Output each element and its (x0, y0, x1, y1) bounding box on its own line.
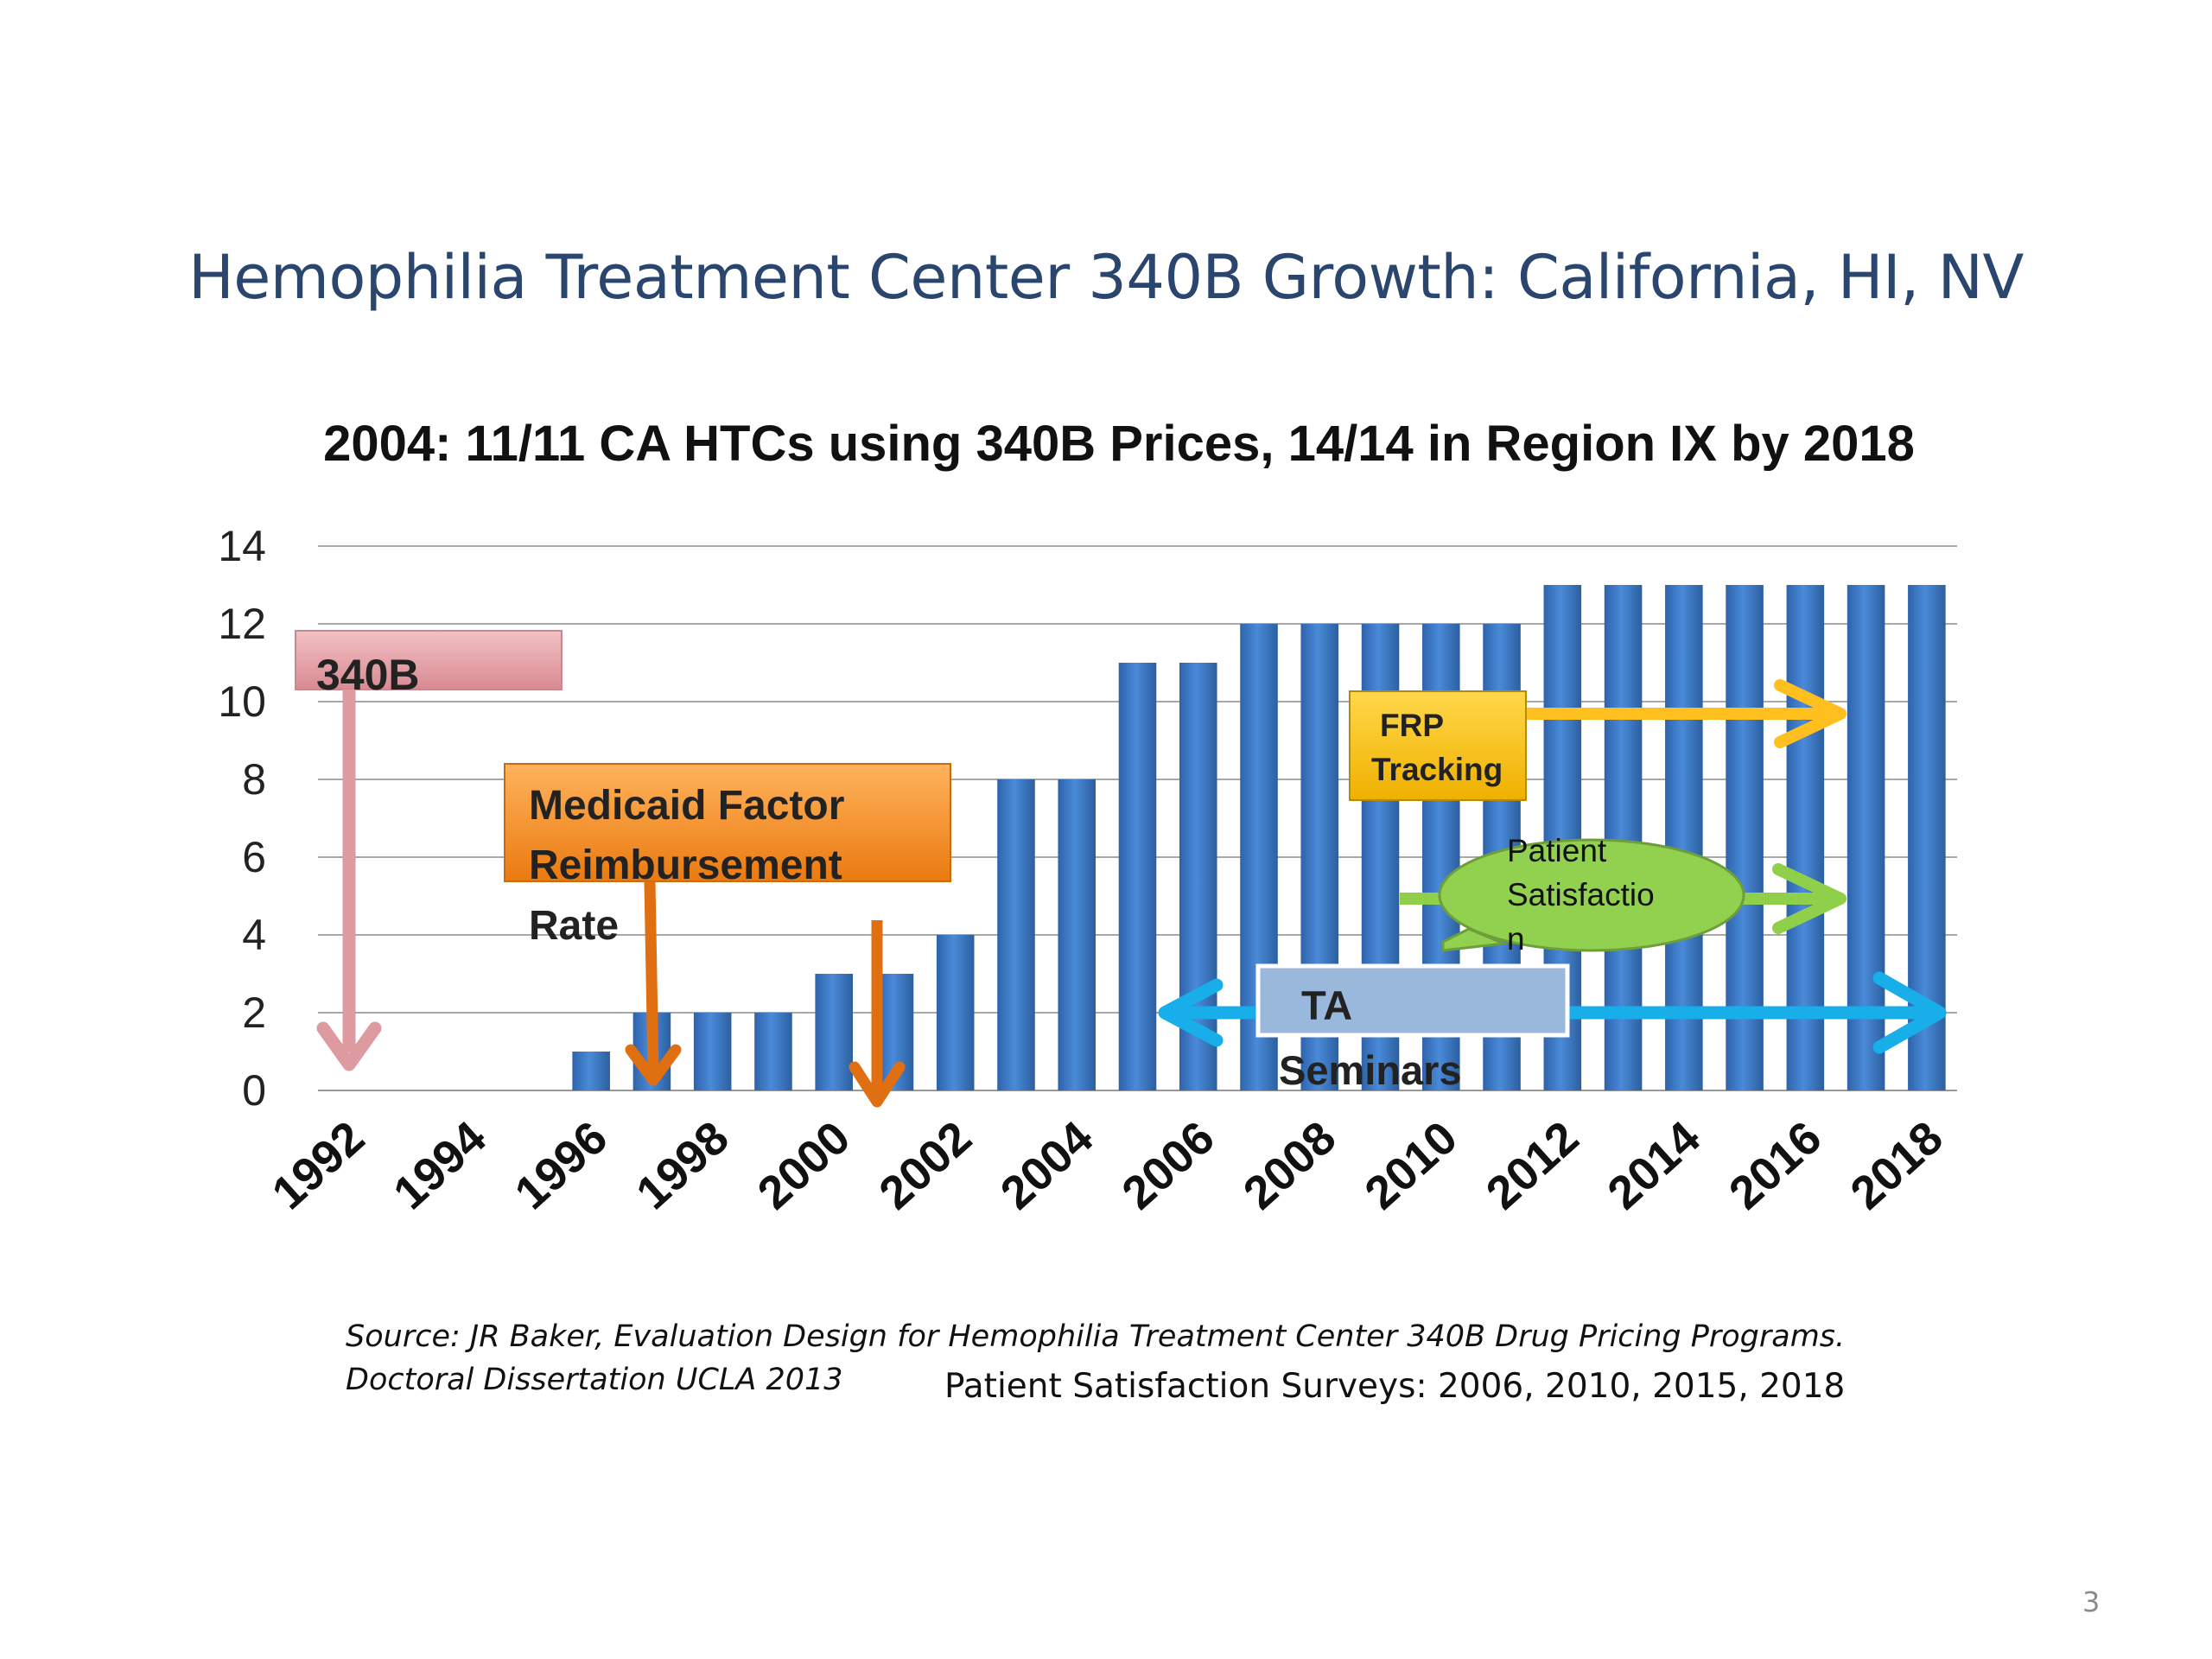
source-citation: Source: JR Baker, Evaluation Design for … (346, 1315, 1845, 1402)
y-tick-label: 0 (242, 1066, 266, 1115)
x-tick-label: 2012 (1477, 1111, 1588, 1219)
x-tick-label: 2018 (1840, 1111, 1952, 1219)
x-tick-label: 2010 (1355, 1111, 1466, 1219)
page-number: 3 (2082, 1586, 2101, 1618)
slide-title: Hemophilia Treatment Center 340B Growth:… (188, 242, 2024, 313)
340b-arrow-head (316, 1021, 382, 1071)
x-tick-label: 2004 (991, 1111, 1103, 1219)
frp-box (1349, 690, 1527, 801)
bar-2002 (936, 935, 975, 1090)
annotation-frp: FRP Tracking (1349, 679, 1847, 801)
annotation-medicaid: Medicaid Factor Reimbursement Rate (504, 763, 951, 1108)
bar-1998 (693, 1013, 732, 1090)
y-tick-label: 4 (242, 911, 266, 959)
frp-label-line2: Tracking (1371, 752, 1503, 787)
x-tick-label: 2002 (869, 1111, 981, 1219)
340b-box (295, 630, 563, 690)
ta-arrow-right-head (1872, 971, 1947, 1054)
x-tick-label: 1996 (505, 1111, 617, 1219)
x-tick-label: 2008 (1234, 1111, 1345, 1219)
340b-label: 340B (316, 651, 420, 699)
annotation-ta-seminars: TA Seminars (1158, 963, 1947, 1093)
x-tick-label: 2006 (1112, 1111, 1224, 1219)
x-tick-label: 1992 (263, 1111, 374, 1219)
x-tick-label: 1994 (384, 1111, 495, 1219)
patient-arrow-head (1772, 863, 1847, 934)
ta-label-line1: TA (1301, 982, 1352, 1028)
medicaid-arrow-1 (644, 880, 659, 1072)
surveys-note: Patient Satisfaction Surveys: 2006, 2010… (944, 1367, 1846, 1406)
frp-label-line1: FRP (1380, 708, 1444, 743)
bar-2005 (1118, 663, 1157, 1090)
medicaid-arrow-1-head (625, 1044, 682, 1086)
y-axis-tick-labels: 0 2 4 6 8 10 12 14 (218, 522, 266, 1115)
frp-arrow-head (1774, 679, 1847, 748)
bar-2000 (815, 974, 853, 1090)
ta-arrow-left-head (1158, 978, 1224, 1047)
y-tick-label: 14 (218, 522, 266, 570)
bar-1999 (754, 1013, 792, 1090)
ta-box (1255, 963, 1570, 1038)
ta-label-line2: Seminars (1279, 1047, 1462, 1093)
x-tick-label: 2016 (1719, 1111, 1831, 1219)
source-line-1: Source: JR Baker, Evaluation Design for … (346, 1319, 1846, 1354)
y-tick-label: 12 (218, 600, 266, 648)
medicaid-label-line1: Medicaid Factor (529, 783, 844, 829)
patient-callout-tail (1441, 927, 1509, 952)
patient-label-line1: Patient (1507, 833, 1607, 868)
y-tick-label: 6 (242, 833, 266, 881)
annotation-340b: 340B (295, 630, 563, 1071)
x-tick-label: 2000 (748, 1111, 860, 1219)
annotation-patient-satisfaction: Patient Satisfactio n (1400, 833, 1847, 957)
medicaid-label-line2: Reimbursement (529, 842, 842, 888)
patient-label-line2: Satisfactio (1507, 877, 1655, 912)
y-tick-label: 10 (218, 677, 266, 726)
chart-title: 2004: 11/11 CA HTCs using 340B Prices, 1… (323, 416, 1915, 472)
bar-1996 (572, 1052, 610, 1090)
y-tick-label: 8 (242, 755, 266, 804)
y-tick-label: 2 (242, 988, 266, 1037)
x-tick-label: 1998 (626, 1111, 738, 1219)
medicaid-arrow-2-head (849, 1061, 906, 1108)
x-axis-tick-labels: 1992 1994 1996 1998 2000 2002 2004 2006 2008 2010… (263, 1111, 1953, 1219)
medicaid-label-line3: Rate (529, 903, 619, 949)
medicaid-box (504, 763, 951, 882)
bar-2004 (1058, 779, 1096, 1090)
patient-label-line3: n (1507, 921, 1525, 957)
patient-callout (1438, 838, 1745, 952)
source-line-2: Doctoral Dissertation UCLA 2013 (346, 1363, 843, 1397)
bar-2003 (997, 779, 1035, 1090)
x-tick-label: 2014 (1598, 1111, 1709, 1219)
